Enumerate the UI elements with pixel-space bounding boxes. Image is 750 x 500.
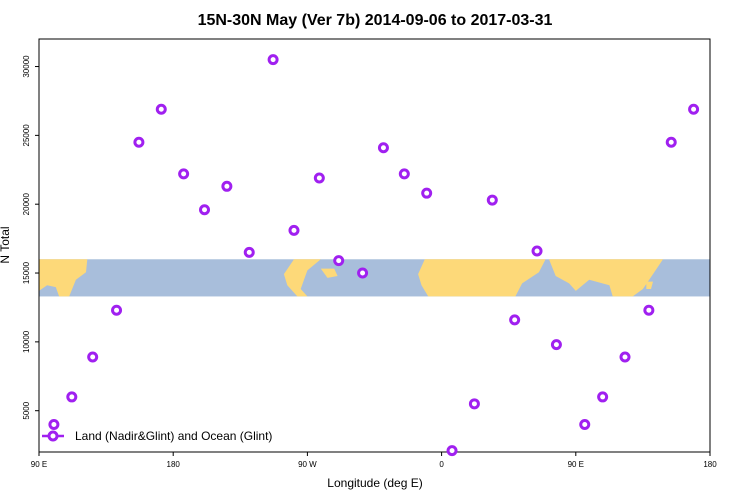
- x-tick-label: 180: [703, 460, 717, 469]
- land-shape-2: [320, 268, 338, 278]
- data-point: [133, 136, 145, 148]
- y-tick-label: 10000: [22, 330, 31, 353]
- x-axis-label: Longitude (deg E): [327, 476, 422, 490]
- data-point: [178, 168, 190, 180]
- data-point: [665, 136, 677, 148]
- x-axis: 90 E 180 90 W 0 90 E 180: [31, 452, 717, 469]
- data-point: [48, 418, 60, 430]
- data-point: [531, 245, 543, 257]
- x-tick-label: 0: [439, 460, 444, 469]
- data-point: [398, 168, 410, 180]
- world-map-band: [39, 259, 710, 297]
- data-point: [66, 391, 78, 403]
- y-tick-label: 20000: [22, 193, 31, 216]
- plot-area-frame: [38, 38, 711, 453]
- data-point: [377, 142, 389, 154]
- land-shape-4: [549, 259, 663, 297]
- data-point: [243, 246, 255, 258]
- y-tick-label: 30000: [22, 55, 31, 78]
- land-shape-5: [646, 281, 653, 289]
- data-point: [579, 418, 591, 430]
- land-shape-3: [418, 259, 546, 297]
- x-tick-label: 90 E: [568, 460, 584, 469]
- y-tick-label: 25000: [22, 124, 31, 147]
- data-point: [357, 267, 369, 279]
- data-point: [509, 314, 521, 326]
- data-point: [313, 172, 325, 184]
- data-point: [288, 224, 300, 236]
- data-point: [267, 54, 279, 66]
- data-point: [486, 194, 498, 206]
- land-shape-0: [39, 259, 88, 297]
- x-tick-label: 90 E: [31, 460, 47, 469]
- data-point: [688, 103, 700, 115]
- y-axis: 5000 10000 15000 20000 25000 30000: [22, 55, 39, 420]
- map-land: [39, 259, 663, 297]
- data-point: [199, 204, 211, 216]
- data-point: [155, 103, 167, 115]
- data-series: [48, 54, 700, 457]
- x-tick-label: 180: [167, 460, 181, 469]
- data-point: [111, 304, 123, 316]
- data-point: [619, 351, 631, 363]
- data-point: [421, 187, 433, 199]
- data-point: [597, 391, 609, 403]
- data-point: [87, 351, 99, 363]
- data-point: [468, 398, 480, 410]
- legend-label: Land (Nadir&Glint) and Ocean (Glint): [75, 429, 272, 443]
- land-shape-1: [283, 259, 321, 297]
- x-tick-label: 90 W: [298, 460, 317, 469]
- y-axis-label: N Total: [0, 226, 12, 263]
- y-tick-label: 15000: [22, 261, 31, 284]
- y-tick-label: 5000: [22, 401, 31, 419]
- data-point: [643, 304, 655, 316]
- data-point: [550, 339, 562, 351]
- data-point: [446, 445, 458, 457]
- data-point: [221, 180, 233, 192]
- legend-marker: [47, 430, 59, 442]
- legend: Land (Nadir&Glint) and Ocean (Glint): [42, 429, 272, 443]
- chart-title: 15N-30N May (Ver 7b) 2014-09-06 to 2017-…: [198, 12, 553, 29]
- data-point: [333, 255, 345, 267]
